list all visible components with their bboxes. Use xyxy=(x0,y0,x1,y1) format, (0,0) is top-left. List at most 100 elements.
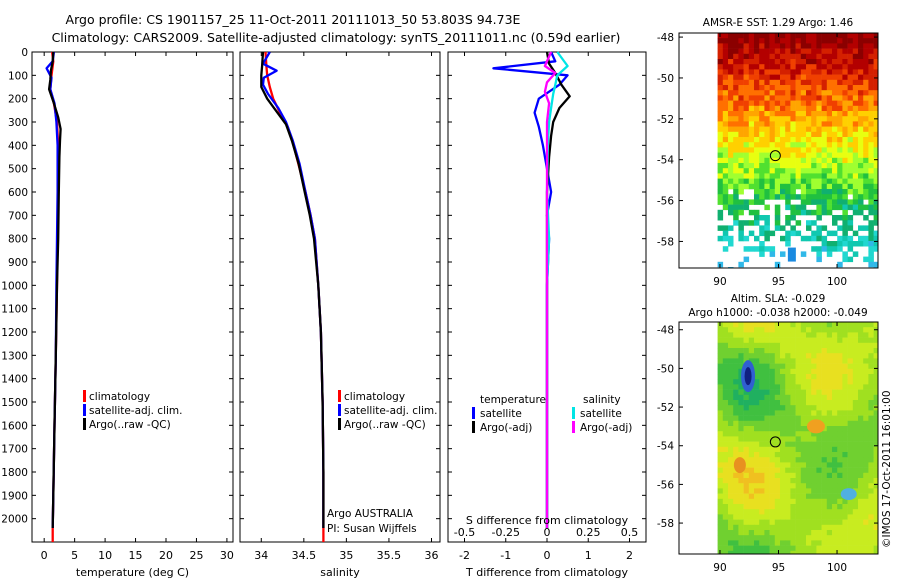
sla-cell xyxy=(832,358,838,364)
sst-cell xyxy=(821,38,828,44)
sst-cell xyxy=(795,220,802,226)
sst-cell xyxy=(837,204,843,211)
sla-cell xyxy=(722,374,729,380)
sst-cell xyxy=(780,131,786,138)
sla-cell xyxy=(868,540,874,546)
sla-cell xyxy=(842,332,848,338)
sst-cell xyxy=(790,90,796,96)
sst-cell xyxy=(728,105,734,112)
sla-cell xyxy=(722,488,729,494)
sst-cell xyxy=(759,111,765,117)
sst-cell xyxy=(868,85,874,91)
sla-cell xyxy=(847,420,854,427)
sst-cell xyxy=(842,189,848,195)
sst-cell xyxy=(858,64,864,70)
sst-cell xyxy=(733,85,739,91)
sla-cell xyxy=(800,478,807,484)
sla-cell xyxy=(738,394,744,401)
sst-cell xyxy=(728,204,734,211)
sla-cell xyxy=(821,394,828,401)
sst-cell xyxy=(722,95,729,101)
sla-cell xyxy=(790,389,796,396)
sst-cell xyxy=(821,225,828,231)
sla-cell xyxy=(821,420,828,427)
sst-cell xyxy=(722,100,729,107)
sst-cell xyxy=(821,121,828,127)
sla-cell xyxy=(722,472,729,479)
sla-cell xyxy=(743,493,750,500)
sla-cell xyxy=(780,535,786,541)
sla-cell xyxy=(785,441,791,448)
sst-cell xyxy=(852,74,859,81)
sla-cell xyxy=(748,535,755,541)
sla-cell xyxy=(795,467,802,474)
sla-cell xyxy=(748,441,755,448)
sst-cell xyxy=(863,173,869,179)
sla-cell xyxy=(816,410,822,416)
sla-cell xyxy=(868,488,874,494)
sst-cell xyxy=(790,178,796,185)
sst-cell xyxy=(743,90,750,96)
sst-cell xyxy=(842,209,848,216)
sst-cell xyxy=(811,230,817,237)
sla-cell xyxy=(743,514,750,520)
sst-cell xyxy=(800,209,807,216)
x-tick-label: 36 xyxy=(424,549,438,562)
sla-cell xyxy=(858,384,864,390)
sla-cell xyxy=(873,415,878,422)
sla-cell xyxy=(832,509,838,515)
sla-cell xyxy=(738,368,744,375)
sla-cell xyxy=(868,405,874,411)
sst-cell xyxy=(821,173,828,179)
sla-cell xyxy=(733,358,739,364)
sst-cell xyxy=(759,90,765,96)
sst-cell xyxy=(863,204,869,211)
sst-cell xyxy=(821,79,828,86)
sla-cell xyxy=(806,405,812,411)
sst-cell xyxy=(832,142,838,148)
sla-cell xyxy=(816,550,822,554)
sst-cell xyxy=(868,261,874,268)
sla-cell xyxy=(826,535,833,541)
sla-cell xyxy=(852,389,859,396)
sla-cell xyxy=(821,348,828,354)
depth-tick-label: 1700 xyxy=(1,444,28,456)
sla-cell xyxy=(754,420,760,427)
sst-cell xyxy=(847,105,854,112)
sla-cell xyxy=(852,441,859,448)
sst-cell xyxy=(852,105,859,112)
sla-cell xyxy=(780,379,786,385)
sla-cell xyxy=(826,353,833,359)
sla-cell xyxy=(780,483,786,489)
temperature-profile-panel: 0100200300400500600700800900100011001200… xyxy=(1,47,234,579)
sst-cell xyxy=(800,194,807,200)
sla-cell xyxy=(873,498,878,505)
sst-cell xyxy=(806,131,812,138)
sst-cell xyxy=(764,116,770,122)
sst-cell xyxy=(728,163,734,169)
sst-cell xyxy=(868,116,874,122)
sla-cell xyxy=(800,348,807,354)
sst-cell xyxy=(863,178,869,185)
sst-cell xyxy=(852,90,859,96)
sla-cell xyxy=(826,478,833,484)
sst-cell xyxy=(759,241,765,247)
sst-cell xyxy=(754,189,760,195)
sst-cell xyxy=(759,246,765,252)
sla-cell xyxy=(759,462,765,468)
annotation-line: PI: Susan Wijffels xyxy=(327,523,417,535)
sst-cell xyxy=(863,69,869,75)
sla-cell xyxy=(733,519,739,526)
sla-cell xyxy=(764,436,770,442)
sla-cell xyxy=(858,337,864,344)
sst-cell xyxy=(728,173,734,179)
sst-cell xyxy=(785,189,791,195)
sla-cell xyxy=(832,540,838,546)
sla-cell xyxy=(852,384,859,390)
sla-cell xyxy=(769,405,776,411)
sla-cell xyxy=(774,384,781,390)
imos-timestamp-label: ©IMOS 17-Oct-2011 16:01:00 xyxy=(881,390,893,548)
sst-cell xyxy=(754,64,760,70)
sst-cell xyxy=(821,241,828,247)
sla-cell xyxy=(806,436,812,442)
